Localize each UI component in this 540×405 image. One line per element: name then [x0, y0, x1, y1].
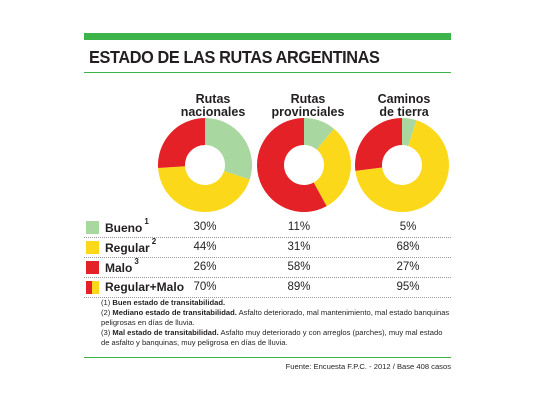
value-cell: 30% — [193, 221, 217, 233]
source-note: Fuente: Encuesta F.P.C. - 2012 / Base 40… — [285, 362, 451, 371]
row-divider — [84, 297, 451, 298]
footnote-2: (2) Mediano estado de transitabilidad. A… — [101, 308, 450, 327]
title-divider — [84, 72, 451, 73]
row-bueno: Bueno 1 30% 11% 5% — [86, 217, 452, 238]
donut-slice-malo — [256, 118, 327, 213]
value-cell: 27% — [396, 261, 420, 273]
value-cell: 11% — [287, 221, 311, 233]
value-cell: 68% — [396, 241, 420, 253]
row-divider — [84, 257, 451, 258]
swatch-regular — [86, 241, 99, 254]
value-cell: 89% — [287, 281, 311, 293]
donut-slice-bueno — [402, 118, 417, 146]
swatch-malo — [86, 261, 99, 274]
donut-slice-regular — [158, 166, 250, 212]
chart-title: ESTADO DE LAS RUTAS ARGENTINAS — [89, 47, 380, 67]
value-cell: 5% — [399, 221, 417, 233]
top-accent-bar — [84, 33, 451, 40]
value-cell: 95% — [396, 281, 420, 293]
row-divider — [84, 277, 451, 278]
row-regular: Regular 2 44% 31% 68% — [86, 237, 452, 258]
column-header-line1: Caminos — [377, 92, 431, 106]
row-malo: Malo 3 26% 58% 27% — [86, 257, 452, 278]
value-cell: 26% — [193, 261, 217, 273]
row-label: Regular+Malo — [105, 280, 185, 294]
swatch-bueno — [86, 221, 99, 234]
donut-slice-regular — [313, 128, 351, 207]
column-header-nacionales: Rutas nacionales — [158, 93, 268, 119]
donut-slice-malo — [158, 118, 205, 168]
row-label: Bueno 1 — [105, 217, 149, 235]
column-header-line1: Rutas — [195, 92, 231, 106]
row-label: Regular 2 — [105, 237, 157, 255]
column-header-line1: Rutas — [290, 92, 326, 106]
footnote-3: (3) Mal estado de transitabilidad. Asfal… — [101, 328, 443, 347]
column-header-line2: nacionales — [180, 105, 246, 119]
bottom-divider — [84, 357, 451, 358]
donut-slice-bueno — [205, 118, 252, 180]
value-cell: 31% — [287, 241, 311, 253]
donut-slice-regular — [355, 120, 449, 212]
value-cell: 58% — [287, 261, 311, 273]
value-cell: 70% — [193, 281, 217, 293]
row-divider — [84, 237, 451, 238]
row-regular-malo: Regular+Malo 70% 89% 95% — [86, 280, 452, 298]
column-header-tierra: Caminos de tierra — [349, 93, 459, 119]
donut-slice-malo — [354, 118, 402, 171]
column-header-line2: provinciales — [271, 105, 345, 119]
swatch-regular-malo — [86, 281, 99, 294]
donut-slice-bueno — [304, 118, 334, 150]
column-header-line2: de tierra — [379, 105, 429, 119]
column-header-provinciales: Rutas provinciales — [253, 93, 363, 119]
row-label: Malo 3 — [105, 257, 139, 275]
footnotes: (1) Buen estado de transitabilidad. (2) … — [101, 298, 451, 348]
footnote-1: (1) Buen estado de transitabilidad. — [101, 298, 226, 307]
value-cell: 44% — [193, 241, 217, 253]
